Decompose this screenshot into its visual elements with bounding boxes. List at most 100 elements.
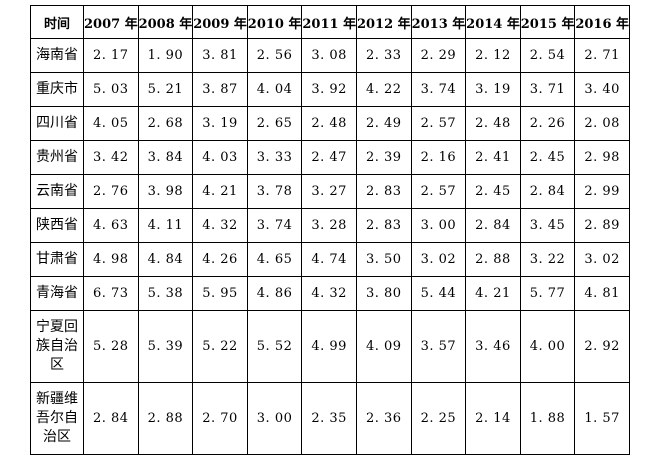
value-cell: 2. 14 — [465, 382, 521, 455]
value-cell: 2. 88 — [465, 242, 521, 277]
value-cell: 2. 70 — [192, 382, 248, 455]
year-header: 2012 年 — [355, 5, 412, 39]
value-cell: 2. 12 — [465, 38, 521, 73]
value-cell: 1. 57 — [574, 382, 630, 455]
value-cell: 6. 73 — [83, 276, 139, 311]
value-cell: 2. 45 — [519, 140, 576, 175]
value-cell: 3. 19 — [465, 72, 521, 107]
value-cell: 2. 39 — [355, 140, 412, 175]
value-cell: 3. 74 — [246, 208, 303, 243]
year-header: 2013 年 — [410, 5, 467, 39]
year-header: 2015 年 — [519, 5, 576, 39]
value-cell: 4. 98 — [83, 242, 139, 277]
table-row: 四川省 4. 05 2. 68 3. 19 2. 65 2. 48 2. 49 2. 57 2.… — [30, 106, 630, 141]
region-label: 陕西省 — [30, 208, 84, 243]
table-row: 甘肃省 4. 98 4. 84 4. 26 4. 65 4. 74 3. 50 3. 02 2.… — [30, 242, 630, 277]
year-header: 2007 年 — [83, 5, 139, 39]
value-cell: 3. 33 — [246, 140, 303, 175]
region-label: 甘肃省 — [30, 242, 84, 277]
table-body: 海南省 2. 17 1. 90 3. 81 2. 56 3. 08 2. 33 2. 29 2.… — [30, 38, 630, 455]
value-cell: 4. 81 — [574, 276, 630, 311]
value-cell: 3. 02 — [574, 242, 630, 277]
value-cell: 2. 83 — [355, 174, 412, 209]
year-header: 2008 年 — [137, 5, 194, 39]
value-cell: 3. 02 — [410, 242, 467, 277]
value-cell: 5. 39 — [137, 310, 194, 383]
value-cell: 3. 78 — [246, 174, 303, 209]
value-cell: 2. 68 — [137, 106, 194, 141]
value-cell: 2. 48 — [301, 106, 357, 141]
value-cell: 2. 84 — [519, 174, 576, 209]
value-cell: 4. 11 — [137, 208, 194, 243]
value-cell: 2. 16 — [410, 140, 467, 175]
value-cell: 5. 03 — [83, 72, 139, 107]
value-cell: 2. 54 — [519, 38, 576, 73]
header-row: 时间 2007 年 2008 年 2009 年 2010 年 2011 年 20… — [30, 5, 630, 39]
value-cell: 2. 92 — [574, 310, 630, 383]
region-label: 重庆市 — [30, 72, 84, 107]
value-cell: 3. 84 — [137, 140, 194, 175]
value-cell: 5. 28 — [83, 310, 139, 383]
value-cell: 2. 57 — [410, 106, 467, 141]
value-cell: 2. 83 — [355, 208, 412, 243]
value-cell: 3. 28 — [301, 208, 357, 243]
corner-header: 时间 — [30, 5, 84, 39]
value-cell: 2. 17 — [83, 38, 139, 73]
table-row: 青海省 6. 73 5. 38 5. 95 4. 86 4. 32 3. 80 5. 44 4.… — [30, 276, 630, 311]
value-cell: 2. 26 — [519, 106, 576, 141]
value-cell: 2. 57 — [410, 174, 467, 209]
value-cell: 3. 08 — [301, 38, 357, 73]
value-cell: 4. 00 — [519, 310, 576, 383]
table-row: 重庆市 5. 03 5. 21 3. 87 4. 04 3. 92 4. 22 3. 74 3.… — [30, 72, 630, 107]
region-label: 新疆维吾尔自治区 — [30, 382, 84, 455]
value-cell: 4. 22 — [355, 72, 412, 107]
value-cell: 3. 87 — [192, 72, 248, 107]
value-cell: 2. 48 — [465, 106, 521, 141]
value-cell: 4. 32 — [192, 208, 248, 243]
value-cell: 4. 63 — [83, 208, 139, 243]
data-table: 时间 2007 年 2008 年 2009 年 2010 年 2011 年 20… — [30, 5, 630, 455]
value-cell: 2. 98 — [574, 140, 630, 175]
value-cell: 5. 52 — [246, 310, 303, 383]
value-cell: 5. 44 — [410, 276, 467, 311]
value-cell: 3. 19 — [192, 106, 248, 141]
value-cell: 2. 35 — [301, 382, 357, 455]
value-cell: 2. 71 — [574, 38, 630, 73]
value-cell: 2. 76 — [83, 174, 139, 209]
value-cell: 4. 21 — [465, 276, 521, 311]
value-cell: 5. 77 — [519, 276, 576, 311]
value-cell: 3. 00 — [246, 382, 303, 455]
value-cell: 2. 56 — [246, 38, 303, 73]
value-cell: 4. 21 — [192, 174, 248, 209]
value-cell: 2. 49 — [355, 106, 412, 141]
value-cell: 5. 38 — [137, 276, 194, 311]
table-row: 云南省 2. 76 3. 98 4. 21 3. 78 3. 27 2. 83 2. 57 2.… — [30, 174, 630, 209]
value-cell: 3. 71 — [519, 72, 576, 107]
value-cell: 4. 04 — [246, 72, 303, 107]
table-row: 陕西省 4. 63 4. 11 4. 32 3. 74 3. 28 2. 83 3. 00 2.… — [30, 208, 630, 243]
value-cell: 3. 50 — [355, 242, 412, 277]
value-cell: 4. 05 — [83, 106, 139, 141]
region-label: 青海省 — [30, 276, 84, 311]
value-cell: 2. 84 — [465, 208, 521, 243]
year-header: 2014 年 — [465, 5, 521, 39]
region-label: 宁夏回族自治区 — [30, 310, 84, 383]
value-cell: 2. 88 — [137, 382, 194, 455]
value-cell: 3. 98 — [137, 174, 194, 209]
value-cell: 3. 42 — [83, 140, 139, 175]
region-label: 云南省 — [30, 174, 84, 209]
region-label: 海南省 — [30, 38, 84, 73]
value-cell: 3. 46 — [465, 310, 521, 383]
value-cell: 2. 36 — [355, 382, 412, 455]
value-cell: 4. 86 — [246, 276, 303, 311]
value-cell: 3. 80 — [355, 276, 412, 311]
value-cell: 4. 09 — [355, 310, 412, 383]
value-cell: 4. 65 — [246, 242, 303, 277]
value-cell: 4. 74 — [301, 242, 357, 277]
year-header: 2011 年 — [301, 5, 357, 39]
table-row: 新疆维吾尔自治区 2. 84 2. 88 2. 70 3. 00 2. 35 2. 36 2.… — [30, 382, 630, 455]
region-label: 四川省 — [30, 106, 84, 141]
value-cell: 2. 89 — [574, 208, 630, 243]
table-row: 宁夏回族自治区 5. 28 5. 39 5. 22 5. 52 4. 99 4. 09 3. … — [30, 310, 630, 383]
value-cell: 4. 32 — [301, 276, 357, 311]
